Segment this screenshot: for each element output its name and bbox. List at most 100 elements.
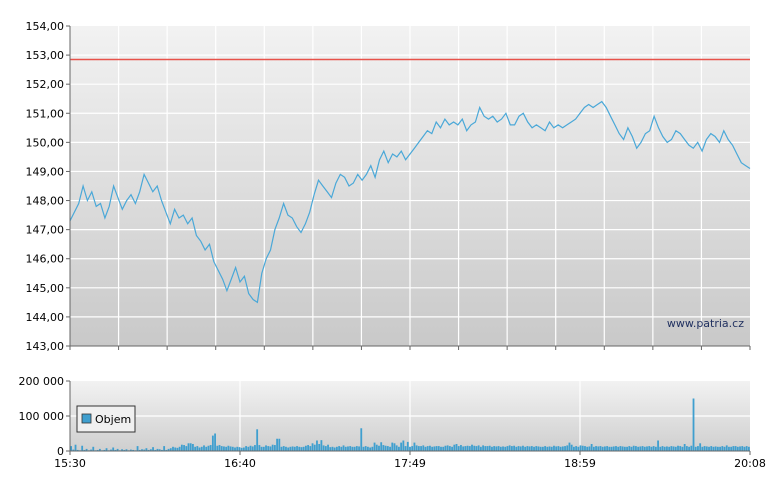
volume-bar (628, 446, 631, 451)
volume-bar (654, 446, 657, 451)
volume-bar (132, 449, 135, 451)
volume-bar (442, 446, 445, 451)
volume-bar (76, 449, 79, 451)
volume-bar (200, 446, 203, 451)
volume-bar (484, 446, 487, 451)
volume-bar (83, 449, 86, 451)
volume-bar (149, 449, 152, 451)
volume-bar (85, 448, 88, 451)
volume-bar (156, 448, 159, 451)
price-y-tick-label: 149,00 (26, 165, 65, 178)
volume-bar (402, 440, 405, 451)
volume-bar (663, 446, 666, 451)
volume-bar (491, 446, 493, 451)
volume-bar (568, 442, 571, 451)
volume-bar (196, 446, 199, 451)
volume-bar (446, 445, 449, 451)
volume-bar (495, 446, 498, 451)
volume-bar (291, 446, 294, 451)
volume-bar (72, 449, 75, 451)
volume-bar (145, 448, 148, 451)
volume-bar (322, 445, 325, 451)
volume-bar (327, 444, 329, 451)
volume-bar (369, 447, 372, 451)
volume-bar (90, 449, 92, 451)
volume-bar (355, 446, 358, 451)
legend-swatch (81, 413, 92, 424)
volume-bar (220, 446, 223, 451)
volume-bar (130, 449, 132, 451)
volume-bar (336, 446, 338, 451)
volume-bar (699, 443, 702, 451)
volume-bar (641, 446, 644, 451)
volume-bar (730, 446, 733, 451)
volume-bar (621, 446, 624, 451)
volume-bar (158, 449, 161, 451)
volume-bar (163, 446, 166, 451)
volume-bar (719, 446, 721, 451)
volume-bar (734, 446, 737, 451)
volume-bar (324, 446, 327, 451)
volume-bar (371, 446, 374, 451)
volume-bar (723, 446, 726, 451)
volume-bars (70, 398, 750, 451)
volume-bar (194, 446, 197, 451)
volume-bar (289, 446, 292, 451)
volume-bar (708, 446, 710, 451)
volume-bar (477, 445, 480, 451)
volume-bar (517, 446, 520, 451)
volume-bar (584, 446, 586, 451)
volume-bar (515, 446, 518, 451)
volume-bar (227, 445, 230, 451)
volume-bar (422, 445, 425, 451)
volume-bar (537, 446, 540, 451)
volume-bar (183, 445, 185, 451)
volume-bar (681, 446, 684, 451)
volume-bar (138, 449, 141, 451)
volume-bar (147, 449, 150, 451)
volume-bar (167, 448, 170, 451)
price-y-tick-label: 148,00 (26, 195, 65, 208)
volume-bar (670, 446, 673, 451)
volume-bar (721, 446, 724, 451)
volume-bar (152, 447, 154, 451)
volume-bar (595, 446, 597, 451)
volume-bar (579, 445, 582, 451)
volume-bar (342, 445, 345, 451)
volume-x-tick-label: 18:59 (564, 457, 596, 470)
volume-bar (141, 449, 143, 451)
volume-bar (694, 446, 697, 451)
volume-bar (606, 446, 609, 451)
volume-bar (362, 446, 365, 451)
volume-bar (599, 446, 602, 451)
volume-bar (375, 444, 378, 451)
volume-bar (258, 445, 261, 451)
price-series-line (69, 100, 751, 304)
volume-bar (632, 445, 635, 451)
price-y-tick-label: 152,00 (26, 78, 65, 91)
volume-bar (143, 449, 146, 451)
volume-bar (154, 449, 157, 451)
volume-bar (672, 446, 675, 451)
volume-bar (433, 446, 436, 451)
volume-bar (313, 444, 316, 451)
volume-bar (282, 446, 285, 451)
volume-bar (415, 445, 418, 451)
volume-bar (174, 447, 177, 451)
volume-bar (340, 446, 343, 451)
legend-label: Objem (95, 413, 131, 426)
volume-bar (229, 446, 232, 451)
volume-bar (333, 447, 336, 451)
volume-bar (338, 446, 341, 451)
volume-bar (612, 446, 615, 451)
volume-bar (716, 446, 719, 451)
volume-bar (225, 446, 228, 451)
volume-y-tick-label: 0 (57, 445, 64, 458)
volume-bar (180, 444, 183, 451)
volume-bar (311, 443, 314, 451)
volume-bar (347, 446, 349, 451)
volume-bar (254, 445, 256, 451)
volume-bar (701, 446, 704, 451)
volume-panel: 200 000 100 000 0 15:30 16:40 17:49 18:59 20:0… (19, 375, 766, 470)
volume-x-tick-label: 20:08 (734, 457, 766, 470)
